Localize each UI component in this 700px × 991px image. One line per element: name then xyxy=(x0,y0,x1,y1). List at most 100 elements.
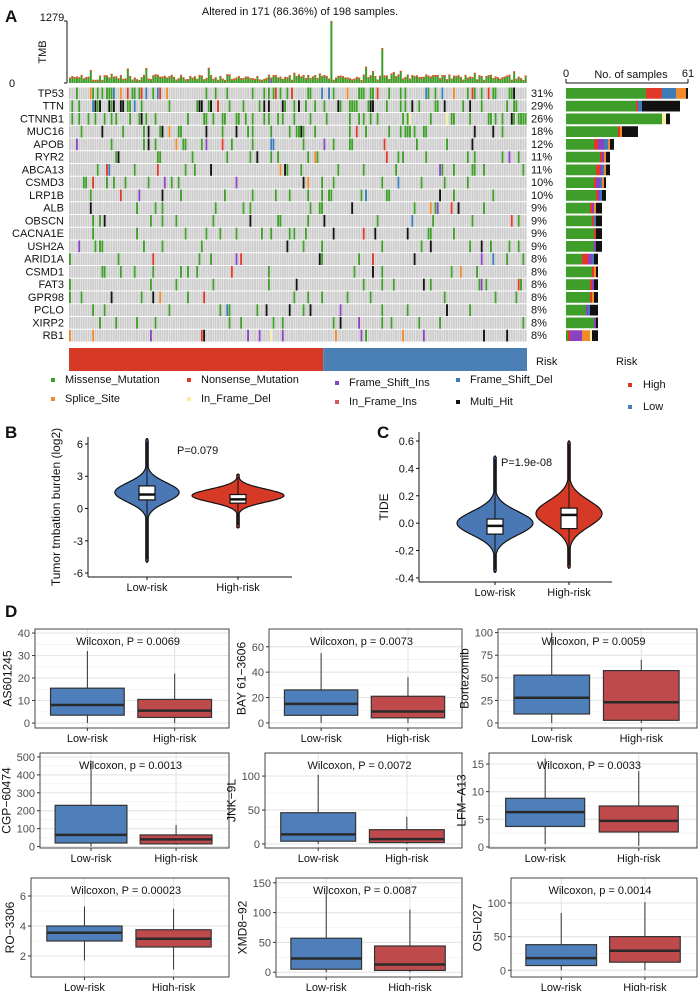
oncoplot-cell-empty xyxy=(82,278,85,291)
oncoplot-cell-empty xyxy=(175,304,178,316)
oncoplot-cell-mutated xyxy=(402,329,405,342)
oncoplot-cell-empty xyxy=(427,138,430,151)
oncoplot-cell-empty xyxy=(397,317,400,329)
oncoplot-cell-empty xyxy=(251,100,254,112)
oncoplot-cell-empty xyxy=(170,100,173,112)
oncoplot-cell-empty xyxy=(513,240,516,253)
oncoplot-cell-empty xyxy=(427,266,430,278)
oncoplot-cell-empty xyxy=(193,240,196,253)
oncoplot-cell-empty xyxy=(212,87,215,100)
oncoplot-cell-empty xyxy=(119,138,122,151)
oncoplot-cell-empty xyxy=(115,189,118,202)
oncoplot-cell-empty xyxy=(455,113,458,125)
tmb-bar xyxy=(82,78,85,83)
oncoplot-cell-empty xyxy=(147,329,150,342)
oncoplot-cell-empty xyxy=(427,125,430,138)
oncoplot-cell-empty xyxy=(510,138,513,151)
oncoplot-cell-empty xyxy=(240,125,243,138)
oncoplot-cell-empty xyxy=(80,278,83,291)
oncoplot-cell-empty xyxy=(390,304,393,316)
oncoplot-cell-empty xyxy=(355,266,358,278)
oncoplot-cell-empty xyxy=(494,151,497,163)
tmb-bar-top xyxy=(251,78,254,80)
oncoplot-cell-empty xyxy=(385,253,388,265)
oncoplot-cell-empty xyxy=(136,151,138,163)
oncoplot-cell-empty xyxy=(182,317,185,329)
tmb-bar-top xyxy=(335,77,338,80)
oncoplot-cell-empty xyxy=(325,138,328,151)
oncoplot-cell-empty xyxy=(207,87,210,100)
oncoplot-cell-empty xyxy=(325,189,328,202)
oncoplot-cell-empty xyxy=(434,151,437,163)
oncoplot-cell-empty xyxy=(344,113,347,125)
oncoplot-cell-empty xyxy=(136,266,138,278)
oncoplot-cell-empty xyxy=(462,164,465,176)
oncoplot-cell-empty xyxy=(390,151,393,163)
oncoplot-cell-empty xyxy=(69,266,71,278)
oncoplot-cell-mutated xyxy=(307,151,310,163)
oncoplot-cell-empty xyxy=(149,227,152,240)
gene-count-bar-segment xyxy=(588,304,590,316)
oncoplot-cell-empty xyxy=(173,113,176,125)
oncoplot-cell-mutated xyxy=(279,87,282,100)
oncoplot-cell-empty xyxy=(346,113,349,125)
oncoplot-cell-empty xyxy=(293,215,296,227)
oncoplot-cell-empty xyxy=(503,227,506,240)
oncoplot-cell-empty xyxy=(316,125,319,138)
oncoplot-cell-empty xyxy=(207,329,210,342)
oncoplot-cell-empty xyxy=(122,329,125,342)
oncoplot-cell-mutated xyxy=(286,240,289,253)
oncoplot-cell-empty xyxy=(501,329,504,342)
oncoplot-cell-empty xyxy=(351,291,354,304)
oncoplot-cell-empty xyxy=(251,176,254,189)
oncoplot-cell-empty xyxy=(503,291,506,304)
oncoplot-cell-empty xyxy=(503,215,506,227)
oncoplot-cell-empty xyxy=(291,164,293,176)
oncoplot-cell-empty xyxy=(281,304,284,316)
tmb-bar xyxy=(207,67,210,83)
oncoplot-cell-mutated xyxy=(508,151,511,163)
oncoplot-cell-mutated xyxy=(101,125,104,138)
oncoplot-cell-mutated xyxy=(212,215,215,227)
y-tick-label: 0.4 xyxy=(399,463,414,475)
oncoplot-cell-empty xyxy=(515,240,518,253)
oncoplot-cell-mutated xyxy=(321,176,324,189)
oncoplot-cell-empty xyxy=(452,240,455,253)
oncoplot-cell-empty xyxy=(140,164,143,176)
oncoplot-cell-empty xyxy=(404,240,407,253)
oncoplot-cell-empty xyxy=(432,100,435,112)
oncoplot-cell-empty xyxy=(223,202,226,214)
oncoplot-cell-empty xyxy=(429,125,432,138)
oncoplot-cell-empty xyxy=(388,329,391,342)
oncoplot-cell-empty xyxy=(112,304,115,316)
oncoplot-cell-empty xyxy=(506,189,509,202)
gene-count-bar-segment xyxy=(596,317,598,329)
oncoplot-cell-empty xyxy=(476,317,479,329)
oncoplot-cell-empty xyxy=(471,266,474,278)
oncoplot-cell-empty xyxy=(316,266,319,278)
oncoplot-cell-empty xyxy=(124,100,127,112)
oncoplot-cell-empty xyxy=(309,291,312,304)
tmb-bar xyxy=(87,76,90,83)
oncoplot-cell-empty xyxy=(485,202,488,214)
oncoplot-cell-empty xyxy=(436,329,439,342)
oncoplot-cell-empty xyxy=(196,317,199,329)
oncoplot-cell-empty xyxy=(228,329,231,342)
oncoplot-cell-empty xyxy=(469,202,472,214)
oncoplot-cell-empty xyxy=(205,291,208,304)
oncoplot-cell-empty xyxy=(346,317,349,329)
oncoplot-cell-empty xyxy=(207,215,210,227)
oncoplot-cell-empty xyxy=(207,317,210,329)
y-tick-label: 150 xyxy=(253,878,271,890)
oncoplot-cell-empty xyxy=(425,304,428,316)
oncoplot-cell-empty xyxy=(94,304,97,316)
oncoplot-cell-mutated xyxy=(372,87,374,100)
oncoplot-cell-empty xyxy=(372,138,374,151)
oncoplot-cell-empty xyxy=(441,100,444,112)
oncoplot-cell-empty xyxy=(446,317,448,329)
oncoplot-cell-empty xyxy=(367,138,370,151)
oncoplot-cell-mutated xyxy=(277,215,280,227)
oncoplot-cell-empty xyxy=(214,100,217,112)
oncoplot-cell-empty xyxy=(480,176,483,189)
risk-track-label: Risk xyxy=(536,356,558,368)
